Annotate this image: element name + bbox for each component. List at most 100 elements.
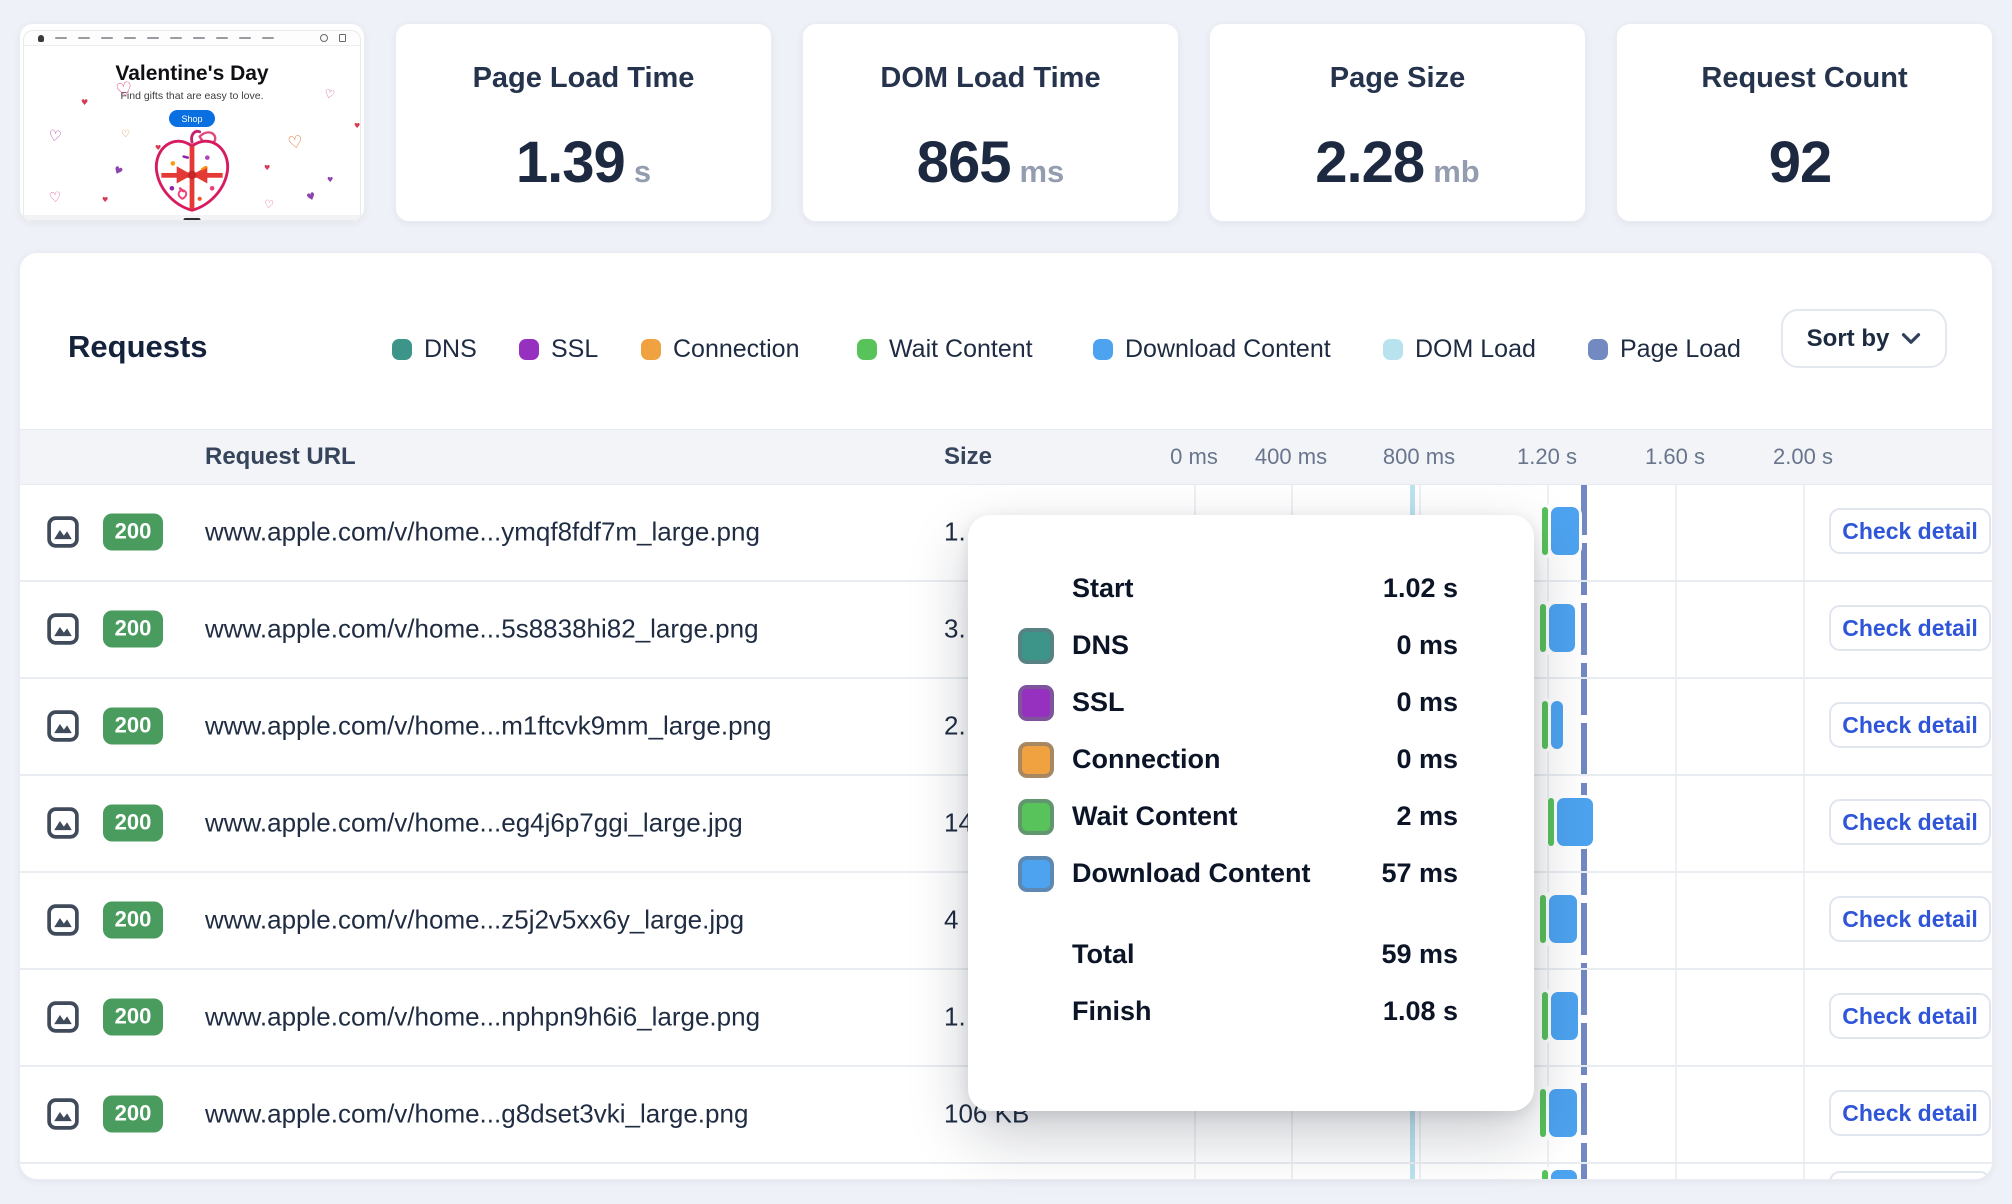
mini-browser-navbar [24, 31, 360, 46]
tooltip-row-start: Start 1.02 s [968, 560, 1534, 617]
legend-item-dom-load[interactable]: DOM Load [1383, 335, 1536, 364]
tooltip-value: 1.02 s [1382, 573, 1458, 603]
download-content-swatch-icon [1018, 855, 1054, 892]
request-row[interactable]: 200 www.apple.com/v/home...g8dset3vki_la… [20, 1065, 1992, 1164]
sort-by-button[interactable]: Sort by [1781, 309, 1947, 368]
tooltip-label: Total [1072, 939, 1135, 969]
tooltip-label: Finish [1072, 996, 1152, 1026]
check-detail-button[interactable]: Check detail [1829, 1090, 1991, 1136]
tick-1-60s: 1.60 s [1645, 444, 1705, 469]
tooltip-value: 1.08 s [1382, 996, 1458, 1026]
check-detail-button[interactable]: Check detail [1829, 799, 1991, 845]
request-size: 3. [944, 613, 966, 643]
status-badge: 200 [103, 1095, 163, 1132]
request-size: 4 [944, 904, 959, 934]
wait-content-segment [1540, 604, 1546, 652]
status-badge: 200 [103, 998, 163, 1035]
tooltip-row-connection: Connection 0 ms [968, 731, 1534, 788]
timing-bar[interactable] [1539, 504, 1582, 558]
timing-bar[interactable] [1539, 698, 1566, 752]
wait-content-segment [1542, 992, 1548, 1040]
check-detail-button[interactable]: Check detail [1829, 993, 1991, 1039]
tooltip-label: Wait Content [1072, 801, 1238, 831]
metric-card-page-load-time: Page Load Time 1.39 s [395, 23, 772, 222]
preview-next-section [24, 212, 360, 220]
metric-card-page-size: Page Size 2.28 mb [1209, 23, 1586, 222]
download-content-swatch-icon [1093, 339, 1113, 360]
timing-bar[interactable] [1545, 795, 1596, 849]
image-file-icon [47, 612, 79, 645]
image-file-icon [47, 806, 79, 839]
check-detail-button[interactable]: Check detail [1829, 702, 1991, 748]
sort-by-label: Sort by [1806, 324, 1890, 352]
request-url[interactable]: www.apple.com/v/home...eg4j6p7ggi_large.… [205, 807, 743, 837]
tick-800ms: 800 ms [1382, 444, 1456, 469]
request-url[interactable]: www.apple.com/v/home...g8dset3vki_large.… [205, 1098, 749, 1128]
timing-bar[interactable] [1537, 601, 1578, 655]
dns-swatch-icon [392, 339, 412, 360]
image-file-icon [47, 903, 79, 936]
legend-item-connection[interactable]: Connection [641, 335, 799, 364]
tooltip-label: Start [1072, 573, 1134, 603]
metric-card-request-count: Request Count 92 [1616, 23, 1993, 222]
timing-tooltip: Start 1.02 s DNS 0 ms SSL 0 ms Connectio… [968, 515, 1534, 1111]
tick-2-00s: 2.00 s [1773, 444, 1833, 469]
request-url[interactable]: www.apple.com/v/home...nphpn9h6i6_large.… [205, 1001, 761, 1031]
timing-bar[interactable] [1539, 989, 1581, 1043]
request-url[interactable]: www.apple.com/v/home...z5j2v5xx6y_large.… [205, 904, 745, 934]
metric-value: 1.39 [515, 130, 626, 195]
connection-swatch-icon [641, 339, 661, 360]
tooltip-value: 2 ms [1396, 801, 1458, 831]
request-row-partial[interactable]: Check detail [20, 1162, 1992, 1179]
download-content-segment [1557, 798, 1593, 846]
tooltip-label: Download Content [1072, 858, 1311, 888]
download-content-segment [1549, 604, 1575, 652]
check-detail-button[interactable]: Check detail [1829, 508, 1991, 554]
download-content-segment [1549, 895, 1577, 943]
timing-bar[interactable] [1537, 892, 1580, 946]
request-url[interactable]: www.apple.com/v/home...ymqf8fdf7m_large.… [205, 516, 760, 546]
image-file-icon [47, 709, 79, 742]
legend-item-dns[interactable]: DNS [392, 335, 477, 364]
legend-item-page-load[interactable]: Page Load [1588, 335, 1741, 364]
metric-unit: mb [1433, 154, 1480, 189]
metric-value: 2.28 [1315, 130, 1425, 195]
download-content-segment [1551, 701, 1563, 749]
request-url[interactable]: www.apple.com/v/home...m1ftcvk9mm_large.… [205, 710, 772, 740]
image-file-icon [47, 1000, 79, 1033]
wait-content-segment [1542, 1170, 1548, 1179]
download-content-segment [1549, 1089, 1577, 1137]
table-header: Request URL Size 0 ms 400 ms 800 ms 1.20… [20, 429, 1992, 485]
shopping-bag-icon [339, 34, 346, 42]
metric-title: Request Count [1701, 62, 1908, 94]
ssl-swatch-icon [1018, 684, 1054, 721]
dom-load-swatch-icon [1383, 339, 1403, 360]
timing-bar[interactable] [1539, 1167, 1580, 1179]
tooltip-value: 0 ms [1396, 630, 1458, 660]
legend-item-wait-content[interactable]: Wait Content [857, 335, 1033, 364]
legend-item-ssl[interactable]: SSL [519, 335, 598, 364]
wait-content-segment [1540, 895, 1546, 943]
request-size: 1. [944, 1001, 966, 1031]
check-detail-button[interactable]: Check detail [1829, 896, 1991, 942]
tooltip-label: Connection [1072, 744, 1221, 774]
request-row[interactable]: 200 www.apple.com/v/home...m1ftcvk9mm_la… [20, 677, 1992, 776]
metric-title: Page Load Time [472, 62, 695, 94]
tick-0ms: 0 ms [1170, 444, 1218, 469]
tooltip-value: 0 ms [1396, 687, 1458, 717]
legend-item-download-content[interactable]: Download Content [1093, 335, 1331, 364]
request-url[interactable]: www.apple.com/v/home...5s8838hi82_large.… [205, 613, 759, 643]
tick-400ms: 400 ms [1254, 444, 1328, 469]
status-badge: 200 [103, 513, 163, 550]
request-size: 1. [944, 516, 966, 546]
column-header-request-url: Request URL [205, 443, 356, 470]
preview-shop-button: Shop [169, 110, 215, 127]
check-detail-button[interactable]: Check detail [1829, 605, 1991, 651]
request-size: 2. [944, 710, 966, 740]
page-load-swatch-icon [1588, 339, 1608, 360]
timing-bar[interactable] [1537, 1086, 1580, 1140]
column-header-size: Size [944, 443, 993, 470]
check-detail-button[interactable]: Check detail [1829, 1171, 1991, 1179]
wait-content-segment [1542, 701, 1548, 749]
